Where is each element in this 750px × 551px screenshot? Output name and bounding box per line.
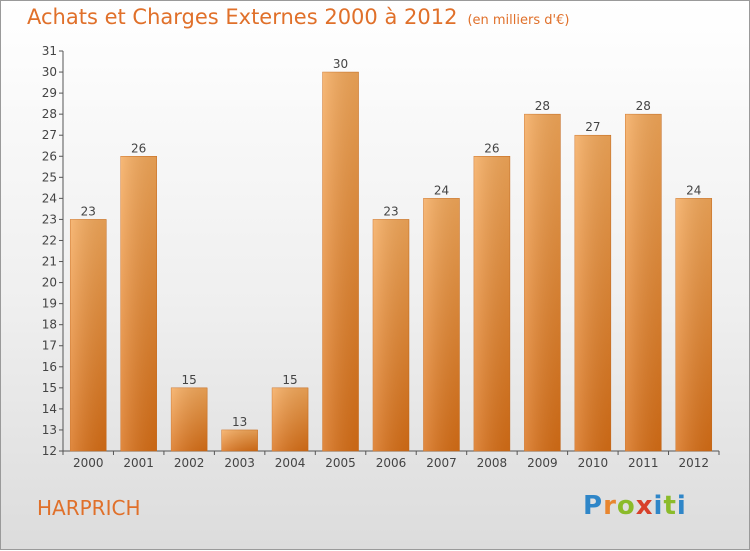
logo-letter: P: [583, 491, 604, 521]
data-label: 26: [484, 141, 499, 155]
y-tick-label: 23: [42, 212, 57, 226]
bar-shade: [373, 219, 409, 451]
logo-letter: o: [616, 491, 636, 521]
bar-shade: [70, 219, 107, 451]
y-tick-label: 18: [42, 318, 57, 332]
y-tick-label: 25: [42, 170, 57, 184]
data-label: 15: [282, 373, 297, 387]
y-tick-label: 13: [42, 423, 57, 437]
commune-name: HARPRICH: [37, 496, 141, 520]
y-tick-label: 22: [42, 233, 57, 247]
chart-axes: 12 13 14 15 16 17 18 19 20 21 22 23 24 25 26 27 28 29 30 31…: [42, 44, 720, 470]
bar-shade: [120, 156, 157, 451]
x-tick-label: 2000: [73, 456, 104, 470]
y-tick-label: 12: [42, 444, 57, 458]
x-tick-label: 2004: [275, 456, 306, 470]
data-label: 13: [232, 415, 247, 429]
y-tick-label: 29: [42, 86, 57, 100]
x-tick-label: 2009: [527, 456, 558, 470]
data-label: 30: [333, 57, 348, 71]
proxiti-logo[interactable]: Proxiti: [583, 491, 687, 521]
data-label: 27: [585, 120, 600, 134]
bar-shade: [574, 135, 611, 452]
y-tick-label: 26: [42, 149, 57, 163]
data-label: 23: [81, 204, 96, 218]
data-label: 15: [182, 373, 197, 387]
chart-title-text: Achats et Charges Externes 2000 à 2012: [27, 5, 458, 29]
data-label: 26: [131, 141, 146, 155]
y-tick-label: 20: [42, 276, 57, 290]
chart-title: Achats et Charges Externes 2000 à 2012 (e…: [27, 5, 569, 29]
y-tick-label: 31: [42, 44, 57, 58]
x-tick-label: 2011: [628, 456, 659, 470]
y-tick-label: 15: [42, 381, 57, 395]
y-tick-label: 30: [42, 65, 57, 79]
y-tick-label: 14: [42, 402, 57, 416]
x-tick-label: 2005: [325, 456, 356, 470]
x-tick-label: 2007: [426, 456, 457, 470]
bar-shade: [272, 387, 309, 451]
y-tick-label: 24: [42, 191, 57, 205]
bar-shade: [625, 114, 662, 451]
y-tick-label: 16: [42, 360, 57, 374]
bar-shade: [322, 72, 359, 451]
y-tick-label: 17: [42, 339, 57, 353]
chart-bars: 23 26 15 13 15 30 23 24 26 28 27 28 24: [69, 57, 713, 452]
data-label: 24: [686, 183, 701, 197]
data-label: 28: [636, 99, 651, 113]
bar-shade: [221, 429, 258, 451]
x-tick-label: 2012: [678, 456, 709, 470]
y-tick-label: 19: [42, 297, 57, 311]
x-tick-label: 2002: [174, 456, 205, 470]
logo-letter: x: [635, 491, 654, 521]
x-tick-label: 2003: [224, 456, 255, 470]
y-tick-label: 28: [42, 107, 57, 121]
x-tick-label: 2010: [578, 456, 609, 470]
x-tick-label: 2008: [477, 456, 508, 470]
bar-shade: [524, 114, 561, 451]
data-label: 28: [535, 99, 550, 113]
logo-letter: r: [603, 491, 617, 521]
bar-shade: [675, 198, 712, 451]
bar-shade: [423, 198, 460, 451]
data-label: 23: [383, 204, 398, 218]
y-tick-label: 21: [42, 255, 57, 269]
x-tick-label: 2001: [123, 456, 154, 470]
logo-letter: i: [676, 491, 687, 521]
chart-subtitle: (en milliers d'€): [467, 13, 570, 28]
logo-letter: i: [653, 491, 664, 521]
logo-letter: t: [663, 491, 677, 521]
data-label: 24: [434, 183, 449, 197]
bar-shade: [473, 156, 510, 451]
y-tick-label: 27: [42, 128, 57, 142]
x-tick-label: 2006: [376, 456, 407, 470]
bar-shade: [171, 387, 208, 451]
